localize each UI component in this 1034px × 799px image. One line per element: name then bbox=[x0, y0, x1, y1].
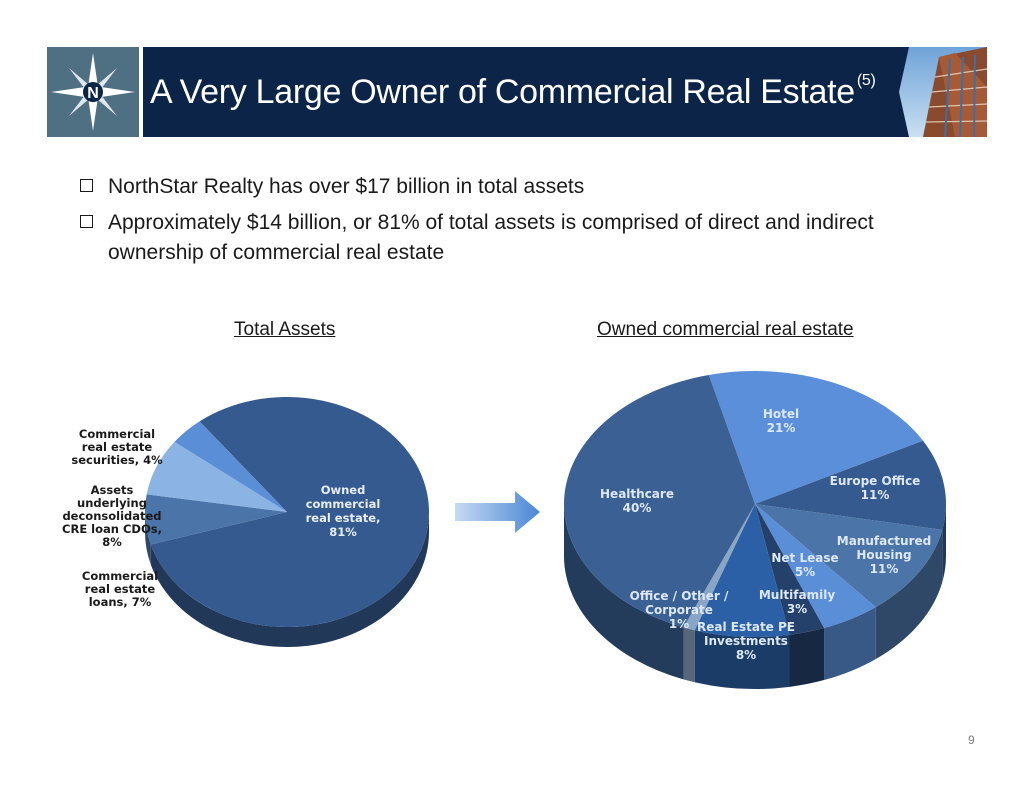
pie-slice bbox=[708, 371, 924, 504]
pie-label-line: 81% bbox=[329, 525, 357, 539]
pie-label-line: 8% bbox=[736, 648, 756, 662]
northstar-logo: N bbox=[47, 47, 139, 137]
bullet-list: NorthStar Realty has over $17 billion in… bbox=[80, 172, 930, 274]
page-title: A Very Large Owner of Commercial Real Es… bbox=[150, 72, 876, 112]
pie-label-line: CRE loan CDOs, bbox=[62, 522, 162, 536]
pie-slice-side bbox=[564, 504, 684, 680]
pie-label-line: real estate bbox=[82, 440, 153, 454]
pie-label-line: loans, 7% bbox=[89, 595, 152, 609]
pie-slice-label: Europe Office 11% bbox=[830, 474, 921, 502]
pie-slice-label: Owned commercial real estate, 81% bbox=[306, 483, 381, 539]
pie-label-line: 5% bbox=[795, 565, 815, 579]
pie-slice bbox=[755, 504, 876, 628]
pie-label-line: Net Lease bbox=[771, 551, 838, 565]
pie-slice bbox=[174, 421, 287, 512]
slide-header: N A Very Large Owner of Commercial Real … bbox=[47, 47, 987, 137]
page-number: 9 bbox=[968, 733, 975, 747]
pie-label-line: 1% bbox=[669, 617, 689, 631]
pie-label-line: Multifamily bbox=[759, 588, 835, 602]
pie-slice-label: Hotel 21% bbox=[763, 407, 799, 435]
bullet-item: Approximately $14 billion, or 81% of tot… bbox=[80, 208, 930, 268]
pie-label-line: Commercial bbox=[82, 569, 158, 583]
pie-label-line: Assets bbox=[91, 483, 134, 497]
pie-label-line: Manufactured bbox=[837, 534, 931, 548]
pie-label-line: 8% bbox=[102, 535, 122, 549]
pie-label-line: 11% bbox=[861, 488, 890, 502]
pie-slice-label: Manufactured Housing 11% bbox=[837, 534, 931, 576]
pie-slice bbox=[755, 504, 943, 608]
pie-label-line: real estate bbox=[85, 582, 156, 596]
compass-star-icon: N bbox=[51, 53, 135, 131]
header-separator bbox=[139, 47, 143, 137]
pie-slice-side bbox=[694, 630, 790, 690]
pie-slice bbox=[755, 504, 825, 635]
logo-letter: N bbox=[87, 85, 99, 102]
pie-slice-label: Healthcare 40% bbox=[600, 487, 674, 515]
pie-label-line: 11% bbox=[870, 562, 899, 576]
checkbox-bullet-icon bbox=[80, 179, 93, 192]
pie-label-line: 3% bbox=[787, 602, 807, 616]
pie-label-line: Europe Office bbox=[830, 474, 921, 488]
total-assets-chart-title: Total Assets bbox=[234, 319, 336, 340]
pie-label-line: Healthcare bbox=[600, 487, 674, 501]
pie-label-line: Housing bbox=[856, 548, 911, 562]
pie-slice-label: Assets underlying deconsolidated CRE loan C… bbox=[62, 483, 162, 549]
pie-slice bbox=[146, 441, 287, 512]
pie-slice bbox=[564, 374, 755, 628]
pie-label-line: Hotel bbox=[763, 407, 799, 421]
bullet-text: Approximately $14 billion, or 81% of tot… bbox=[108, 211, 874, 264]
pie-slice-label: Commercial real estate securities, 4% bbox=[71, 427, 163, 467]
pie-slice-side bbox=[789, 627, 825, 687]
pie-slice bbox=[755, 440, 947, 530]
page-title-text: A Very Large Owner of Commercial Real Es… bbox=[150, 73, 855, 111]
pie-slice bbox=[145, 494, 287, 545]
pie-label-line: Commercial bbox=[79, 427, 155, 441]
pie-label-line: Office / Other / bbox=[630, 589, 729, 603]
pie-slice-side bbox=[824, 607, 876, 680]
bullet-item: NorthStar Realty has over $17 billion in… bbox=[80, 172, 930, 202]
pie-label-line: deconsolidated bbox=[62, 509, 161, 523]
owned-cre-chart-title: Owned commercial real estate bbox=[597, 319, 854, 340]
pie-label-line: Real Estate PE bbox=[697, 620, 795, 634]
pie-label-line: 40% bbox=[623, 501, 652, 515]
pie-label-line: securities, 4% bbox=[71, 453, 163, 467]
pie-slice bbox=[694, 504, 790, 637]
title-footnote-mark: (5) bbox=[856, 72, 876, 89]
pie-slice bbox=[150, 397, 430, 628]
building-photo bbox=[895, 47, 987, 137]
pie-slice-side bbox=[150, 512, 430, 647]
pie-label-line: real estate, bbox=[306, 511, 381, 525]
pie-label-line: Corporate bbox=[645, 603, 713, 617]
pie-slice-label: Commercial real estate loans, 7% bbox=[82, 569, 158, 609]
bullet-text: NorthStar Realty has over $17 billion in… bbox=[108, 175, 585, 198]
checkbox-bullet-icon bbox=[80, 215, 93, 228]
pie-label-line: Owned bbox=[321, 483, 366, 497]
pie-slice-label: Office / Other / Corporate 1% bbox=[630, 589, 729, 631]
pie-slice-side bbox=[942, 504, 946, 582]
pie-slice bbox=[683, 504, 755, 631]
pie-slice-label: Net Lease 5% bbox=[771, 551, 838, 579]
pie-label-line: 21% bbox=[767, 421, 796, 435]
pie-slice-label: Multifamily 3% bbox=[759, 588, 835, 616]
right-arrow-icon bbox=[455, 491, 540, 533]
pie-label-line: Investments bbox=[704, 634, 788, 648]
pie-slice-label: Real Estate PE Investments 8% bbox=[697, 620, 795, 662]
pie-slice-side bbox=[875, 529, 943, 660]
pie-label-line: commercial bbox=[306, 497, 381, 511]
pie-slice-side bbox=[145, 512, 151, 565]
pie-slice-side bbox=[683, 627, 695, 683]
pie-label-line: underlying bbox=[77, 496, 147, 510]
